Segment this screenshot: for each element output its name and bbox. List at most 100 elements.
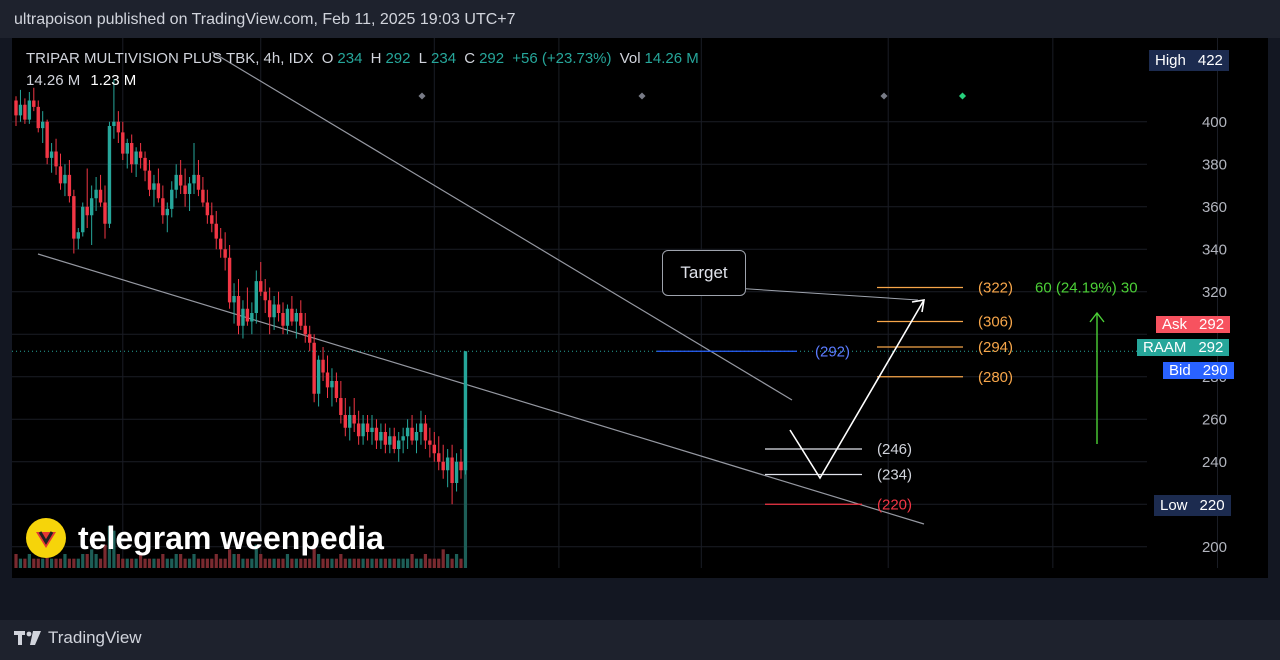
high-label: H	[370, 50, 382, 67]
volume-bar	[54, 558, 58, 568]
volume-bar	[134, 558, 138, 568]
candle-body	[232, 296, 236, 303]
volume-bar	[419, 558, 423, 568]
volume-bar	[383, 558, 387, 568]
low-label: L	[418, 50, 428, 67]
volume-bar	[45, 554, 49, 568]
candle-body	[339, 398, 343, 415]
volume-bar	[228, 549, 232, 568]
volume-bar	[388, 558, 392, 568]
volume-bar	[281, 558, 285, 568]
candle-body	[299, 313, 303, 326]
volume-bar	[245, 558, 249, 568]
candle-body	[134, 151, 138, 165]
weenpedia-logo-icon	[26, 518, 66, 558]
candle-body	[125, 143, 129, 154]
candle-body	[325, 372, 330, 388]
candle-body	[67, 174, 72, 197]
candle-body	[116, 121, 121, 133]
volume-bar	[72, 558, 76, 568]
candle-body	[454, 461, 459, 483]
volume-bar	[192, 554, 196, 568]
volume-bar	[459, 558, 463, 568]
event-marker	[880, 92, 888, 100]
volume-bar	[219, 558, 223, 568]
volume-label: Vol	[619, 50, 641, 67]
volume-bar	[14, 554, 18, 568]
target-level-label: (280)	[978, 369, 1013, 386]
candle-body	[76, 232, 80, 239]
target-pointer	[733, 287, 919, 301]
candle-body	[14, 100, 18, 116]
candle-body	[94, 189, 98, 199]
candle-body	[174, 174, 178, 190]
volume-bar	[454, 554, 459, 568]
volume-bar	[250, 558, 254, 568]
volume-bar	[90, 549, 94, 568]
volume-bar	[321, 558, 325, 568]
volume-bar	[303, 558, 307, 568]
y-tick-label: 240	[1202, 454, 1227, 471]
event-marker	[418, 92, 426, 100]
volume-bar	[121, 558, 125, 568]
candle-body	[308, 334, 312, 343]
candle-body	[370, 427, 374, 432]
candle-body	[303, 325, 307, 335]
candle-body	[379, 432, 383, 441]
candle-body	[156, 183, 161, 199]
target-callout[interactable]: Target	[662, 250, 746, 296]
candle-body	[236, 296, 241, 326]
candle-body	[285, 308, 290, 326]
candle-body	[463, 351, 468, 471]
candle-body	[85, 206, 89, 216]
tradingview-brand[interactable]: TradingView	[14, 628, 142, 648]
volume-bar	[205, 558, 209, 568]
support-level-label: (246)	[877, 441, 912, 458]
candlestick-chart[interactable]: 20024026028032034036038040018Dec16202513…	[12, 38, 1268, 578]
volume-bar	[441, 549, 445, 568]
volume-bar	[450, 558, 454, 568]
candle-body	[432, 444, 436, 454]
candle-body	[205, 202, 210, 216]
candle-body	[321, 359, 325, 373]
volume-bar	[370, 558, 374, 568]
projection-arrowhead	[911, 299, 925, 313]
volume-bar	[308, 558, 312, 568]
candle-body	[32, 100, 36, 107]
event-marker	[638, 92, 646, 100]
tradingview-label: TradingView	[48, 628, 142, 647]
volume-bar	[392, 558, 396, 568]
volume-bar	[268, 558, 272, 568]
candle-body	[441, 461, 445, 471]
candle-body	[143, 157, 147, 171]
volume-bar	[147, 558, 152, 568]
target-level-label: (306)	[978, 314, 1013, 331]
footer-bar: TradingView	[0, 620, 1280, 660]
volume-bar	[27, 554, 31, 568]
candle-body	[388, 436, 392, 445]
open-label: O	[321, 50, 334, 67]
candle-body	[219, 238, 223, 250]
candle-body	[54, 151, 58, 167]
candle-body	[161, 198, 165, 216]
y-tick-label: 380	[1202, 156, 1227, 173]
candle-body	[223, 249, 227, 258]
volume-bar	[361, 558, 365, 568]
volume-bar	[339, 554, 343, 568]
volume-bar	[23, 558, 27, 568]
candle-body	[254, 281, 258, 313]
low-box-value: 220	[1199, 497, 1225, 514]
candle-body	[196, 174, 201, 190]
candle-body	[103, 202, 107, 224]
volume-bar	[63, 554, 67, 568]
volume-bar	[98, 558, 103, 568]
measure-label: 60 (24.19%) 30	[1035, 280, 1138, 297]
candle-body	[130, 143, 134, 165]
volume-bar	[401, 558, 405, 568]
candle-body	[192, 174, 196, 184]
chart-area[interactable]: 20024026028032034036038040018Dec16202513…	[12, 38, 1268, 578]
volume-bar	[446, 554, 450, 568]
volume-bar	[294, 558, 298, 568]
candle-body	[45, 121, 49, 158]
support-level-label: (234)	[877, 467, 912, 484]
